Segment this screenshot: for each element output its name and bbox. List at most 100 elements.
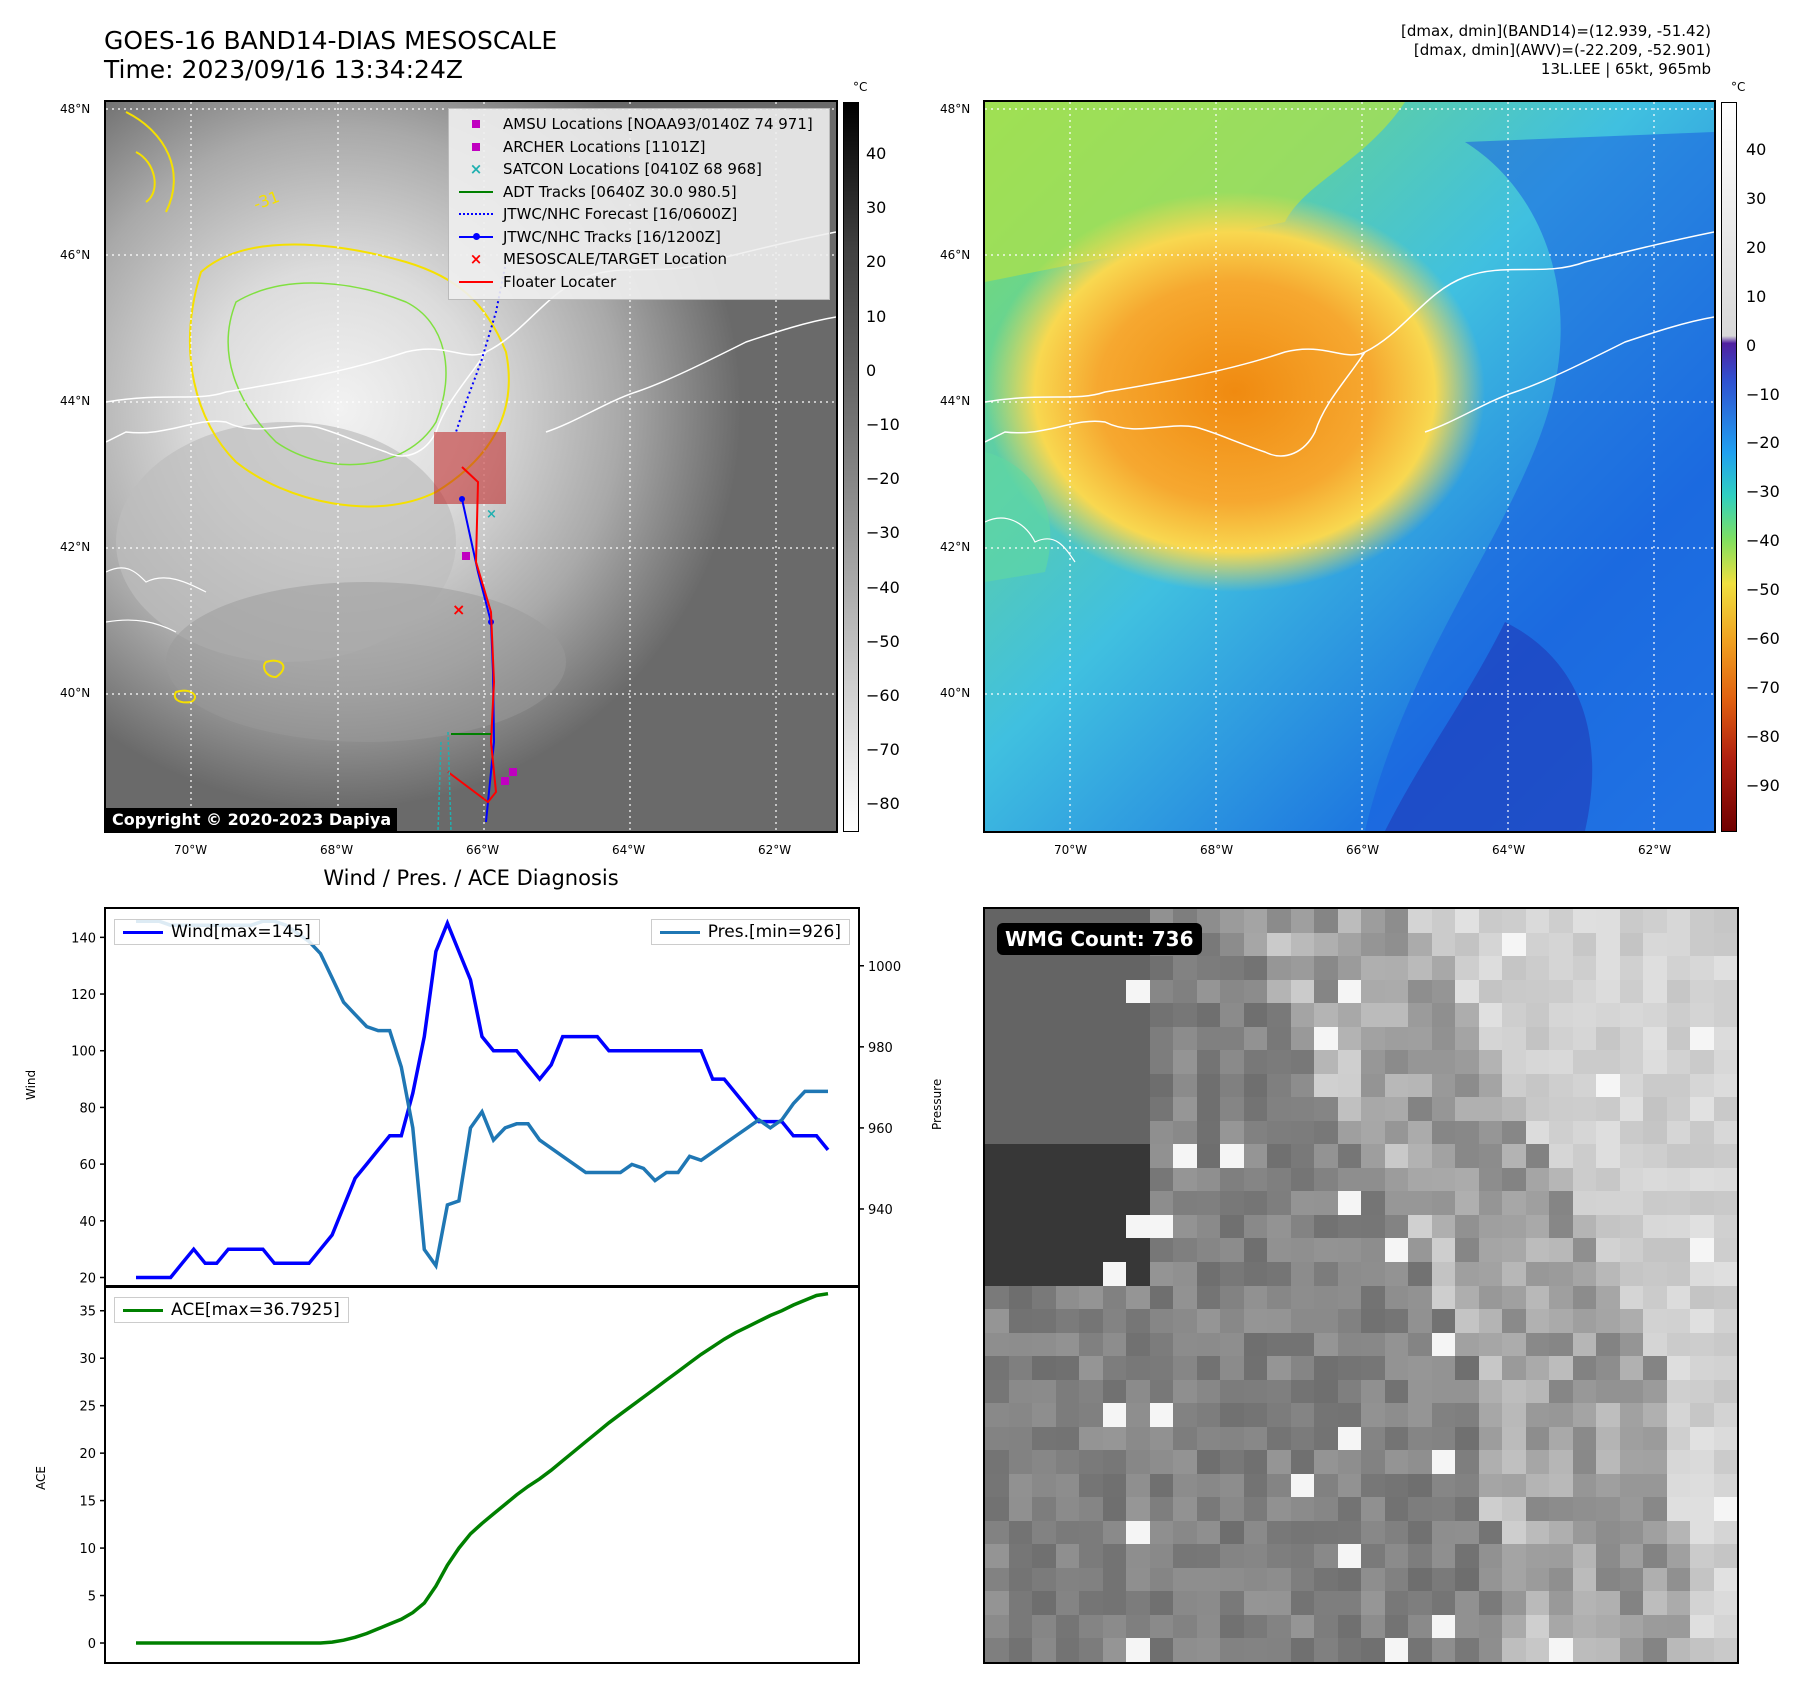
legend-target: × MESOSCALE/TARGET Location [457, 248, 821, 271]
y-tick-label: 35 [79, 1305, 96, 1320]
colorbar-tick-label: 40 [1746, 140, 1767, 159]
ir-lat-label: 46°N [60, 248, 91, 262]
ir-lon-label: 70°W [174, 843, 208, 857]
colorbar-tick-label: −20 [866, 469, 900, 489]
ir-lat-label: 48°N [60, 102, 91, 116]
legend-label: AMSU Locations [NOAA93/0140Z 74 971] [503, 115, 813, 133]
wind-axis-label: Wind [24, 1069, 38, 1100]
ir-legend: AMSU Locations [NOAA93/0140Z 74 971] ARC… [448, 108, 830, 300]
colorbar-tick-label: −20 [1746, 433, 1780, 453]
wv-lat-label: 42°N [940, 540, 971, 554]
legend-adt: ADT Tracks [0640Z 30.0 980.5] [457, 181, 821, 204]
colorbar-tick-label: 0 [1746, 335, 1757, 355]
legend-label: ADT Tracks [0640Z 30.0 980.5] [503, 182, 737, 201]
y-tick-label: 60 [79, 1158, 96, 1173]
legend-dotted-line-icon [457, 204, 495, 224]
wv-lon-label: 64°W [1492, 843, 1526, 857]
ace-legend: ACE[max=36.7925] [114, 1297, 349, 1323]
wmg-image [985, 909, 1737, 1662]
y-tick-label: 940 [868, 1203, 893, 1218]
colorbar-tick-label: −40 [866, 577, 900, 597]
ir-colorbar-unit: °C [853, 80, 868, 94]
colorbar-tick-label: −30 [1746, 482, 1780, 502]
colorbar-tick-label: 30 [1746, 188, 1767, 208]
ir-lon-label: 64°W [612, 843, 646, 857]
y-tick-label: 5 [88, 1590, 96, 1605]
ace-axis-label: ACE [34, 1466, 48, 1490]
colorbar-tick-label: −40 [1746, 531, 1780, 551]
wv-colorbar [1721, 102, 1737, 832]
wind-pressure-plot: 20 40 60 80 100 120 140 940 960 980 1000 [71, 918, 901, 1286]
wv-colorbar-unit: °C [1731, 80, 1746, 94]
colorbar-tick-label: −60 [1746, 629, 1780, 648]
pressure-legend-line-icon [659, 930, 700, 934]
colorbar-tick-label: −50 [1746, 580, 1780, 600]
forecast-track [455, 261, 507, 433]
wv-lat-label: 48°N [940, 102, 971, 116]
ace-series-line [136, 1291, 829, 1645]
ace-panel: 0 5 10 15 20 25 30 35 ACE[max=36.7925] [79, 1285, 860, 1664]
colorbar-tick-label: −10 [866, 415, 900, 434]
y-tick-label: 40 [79, 1215, 96, 1230]
wv-lat-label: 44°N [940, 394, 971, 408]
colorbar-tick-label: −30 [866, 523, 900, 543]
wv-lat-label: 40°N [940, 686, 971, 700]
wv-map-image [985, 102, 1714, 831]
colorbar-tick-label: 0 [866, 360, 877, 380]
ir-map-panel: -31 × × AMSU [104, 100, 838, 833]
ace-legend-line-icon [123, 1308, 163, 1312]
wind-series-line [136, 918, 830, 1280]
chart-time: Time: 2023/09/16 13:34:24Z [104, 55, 463, 84]
y-tick-label: 10 [79, 1542, 96, 1557]
pressure-axis-label: Pressure [930, 1078, 944, 1130]
y-tick-label: 1000 [868, 960, 901, 975]
colorbar-tick-label: −80 [1746, 726, 1780, 746]
legend-tracks: JTWC/NHC Tracks [16/1200Z] [457, 226, 821, 249]
wv-gridlines [985, 102, 1714, 831]
legend-archer: ARCHER Locations [1101Z] [457, 136, 821, 159]
y-tick-label: 20 [79, 1271, 96, 1286]
legend-square-icon [457, 137, 495, 157]
colorbar-tick-label: 20 [1746, 237, 1767, 257]
legend-label: MESOSCALE/TARGET Location [503, 250, 728, 268]
storm-info: 13L.LEE | 65kt, 965mb [1540, 60, 1711, 78]
wv-lon-label: 62°W [1638, 843, 1672, 857]
colorbar-tick-label: 40 [866, 144, 887, 163]
y-tick-label: 0 [88, 1637, 96, 1652]
svg-text:×: × [452, 600, 465, 619]
legend-label: SATCON Locations [0410Z 68 968] [503, 160, 762, 178]
colorbar-tick-label: −90 [1746, 775, 1780, 795]
svg-text:×: × [486, 507, 497, 522]
wmg-count-label: WMG Count: 736 [997, 923, 1202, 955]
legend-line-icon [457, 182, 495, 202]
y-tick-label: 25 [79, 1400, 96, 1415]
y-tick-label: 960 [868, 1122, 893, 1137]
wv-lon-label: 68°W [1200, 843, 1234, 857]
legend-forecast: JTWC/NHC Forecast [16/0600Z] [457, 203, 821, 226]
y-tick-label: 120 [71, 988, 96, 1003]
pressure-legend-label: Pres.[min=926] [707, 922, 841, 942]
legend-line-icon [457, 272, 495, 292]
wmg-panel: WMG Count: 736 [983, 907, 1739, 1664]
wv-lat-label: 46°N [940, 248, 971, 262]
chart-title: GOES-16 BAND14-DIAS MESOSCALE [104, 26, 558, 55]
legend-label: Floater Locater [503, 272, 617, 291]
ir-lat-label: 42°N [60, 540, 91, 554]
ir-lat-label: 44°N [60, 394, 91, 408]
pressure-series-line [136, 919, 828, 1271]
y-tick-label: 80 [79, 1101, 96, 1116]
wv-lon-label: 66°W [1346, 843, 1380, 857]
ir-lon-label: 68°W [320, 843, 354, 857]
colorbar-tick-label: −50 [866, 631, 900, 651]
ace-plot: 0 5 10 15 20 25 30 35 [79, 1291, 829, 1652]
legend-satcon: × SATCON Locations [0410Z 68 968] [457, 158, 821, 181]
legend-x-icon: × [469, 250, 483, 269]
wind-legend: Wind[max=145] [114, 919, 320, 945]
diagnosis-title: Wind / Pres. / ACE Diagnosis [323, 866, 619, 890]
y-tick-label: 140 [71, 931, 96, 946]
legend-square-icon [457, 114, 495, 134]
wind-legend-label: Wind[max=145] [171, 922, 311, 942]
ir-colorbar [843, 102, 859, 832]
colorbar-tick-label: −10 [1746, 384, 1780, 404]
pressure-legend: Pres.[min=926] [650, 919, 850, 945]
